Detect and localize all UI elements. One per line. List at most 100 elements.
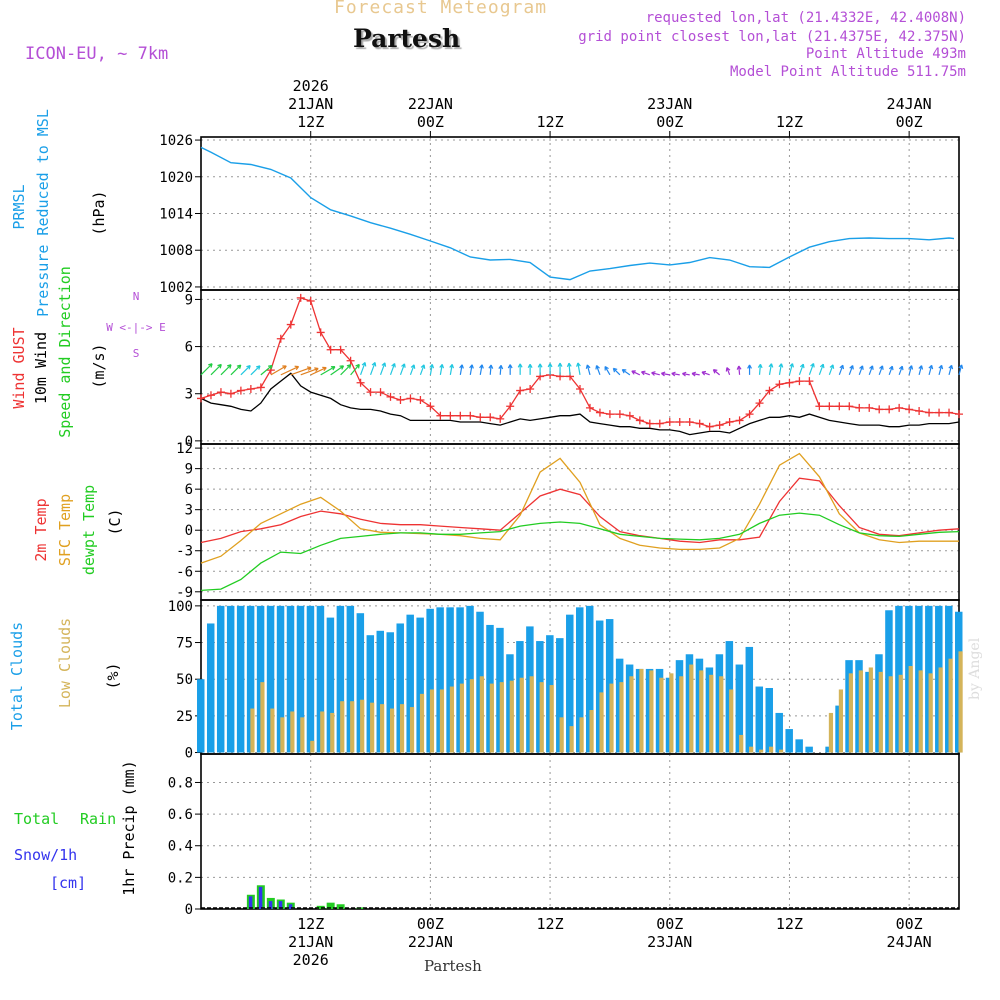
- y-tick-label: 1026: [159, 133, 193, 149]
- gust-marker: [456, 411, 465, 420]
- total-cloud-bar: [396, 623, 404, 753]
- top-time-label: 00Z: [417, 113, 444, 131]
- total-cloud-bar: [206, 623, 215, 753]
- y-tick-label: 1008: [159, 243, 193, 259]
- low-cloud-bar: [629, 676, 634, 753]
- wind-direction-arrow: [498, 364, 504, 375]
- gust-marker: [585, 403, 594, 412]
- sfc-temp-label: SFC Temp: [56, 494, 74, 566]
- wind-direction-arrow: [517, 363, 523, 375]
- total-cloud-bar: [585, 605, 594, 753]
- low-cloud-bar: [489, 683, 494, 753]
- total-cloud-bar: [466, 605, 474, 753]
- y-tick-label: 9: [185, 462, 193, 478]
- low-cloud-bar: [559, 717, 564, 753]
- y-tick-label: -6: [176, 564, 193, 580]
- y-tick-label: -3: [176, 544, 193, 560]
- gust-marker: [785, 378, 794, 387]
- wind-direction-arrow: [757, 363, 763, 375]
- total-cloud-bar: [446, 607, 454, 753]
- wind-direction-arrow: [547, 363, 553, 375]
- total-cloud-bar: [256, 605, 265, 753]
- y-tick-label: 6: [185, 482, 193, 498]
- wind-direction-arrow: [260, 364, 273, 376]
- bottom-time-label: 24JAN: [887, 933, 932, 951]
- gust-marker: [216, 388, 225, 397]
- low-cloud-bar: [270, 708, 275, 753]
- total-cloud-bar: [306, 605, 315, 753]
- precip-unit-label: 1hr Precip (mm): [120, 760, 138, 895]
- top-time-label: 21JAN: [288, 95, 333, 113]
- y-tick-label: 0.2: [168, 870, 193, 886]
- wind-direction-arrow: [340, 364, 352, 376]
- model-altitude: Model Point Altitude 511.75m: [729, 64, 966, 80]
- wind-direction-arrow: [230, 364, 242, 376]
- gust-marker: [915, 407, 924, 415]
- bottom-time-label: 12Z: [776, 915, 803, 933]
- total-clouds-label: Total Clouds: [8, 622, 26, 730]
- top-time-label: 12Z: [297, 113, 324, 131]
- wind-direction-arrow: [631, 370, 641, 376]
- total-cloud-bar: [197, 679, 205, 753]
- gust-marker: [426, 402, 435, 411]
- low-cloud-bar: [439, 689, 445, 753]
- y-tick-label: 1014: [159, 207, 193, 223]
- compass-label: W <-|-> E: [106, 321, 166, 334]
- wind-direction-arrow: [604, 366, 611, 376]
- total-cloud-bar: [735, 664, 744, 753]
- pressure-label-2: Pressure Reduced to MSL: [34, 109, 52, 317]
- wind-direction-arrow: [360, 362, 367, 376]
- low-cloud-bar: [539, 682, 544, 753]
- low-cloud-bar: [380, 704, 385, 753]
- total-cloud-bar: [436, 607, 444, 753]
- wind-direction-arrow: [469, 364, 474, 375]
- total-cloud-bar: [326, 617, 335, 753]
- low-cloud-bar: [769, 746, 774, 753]
- bottom-time-label: 2026: [293, 951, 329, 969]
- total-cloud-bar: [246, 605, 255, 753]
- gust-marker: [416, 396, 425, 404]
- top-time-label: 00Z: [896, 113, 923, 131]
- total-cloud-bar: [745, 646, 754, 753]
- low-cloud-bar: [320, 711, 325, 753]
- low-cloud-bar: [599, 692, 604, 753]
- low-cloud-bar: [499, 682, 504, 753]
- wind-direction-arrow: [808, 363, 815, 376]
- total-cloud-bar: [566, 614, 574, 753]
- y-tick-label: 0.6: [168, 807, 193, 823]
- bottom-time-label: 21JAN: [288, 933, 333, 951]
- total-cloud-bar: [266, 605, 275, 753]
- low-cloud-bar: [609, 683, 614, 753]
- dewpt-label: dewpt Temp: [80, 485, 98, 575]
- total-cloud-bar: [386, 632, 394, 753]
- wind-direction-arrow: [798, 363, 805, 376]
- gust-marker: [935, 408, 944, 417]
- total-cloud-bar: [416, 617, 424, 753]
- low-cloud-bar: [938, 667, 943, 753]
- wind-direction-arrow: [848, 365, 854, 376]
- gust-marker: [955, 410, 963, 419]
- wind-direction-arrow: [320, 366, 336, 376]
- total-cloud-bar: [376, 630, 385, 753]
- low-cloud-bar: [569, 726, 574, 753]
- low-cloud-bar: [679, 676, 684, 753]
- low-cloud-bar: [459, 683, 465, 753]
- y-tick-label: 0: [185, 746, 193, 762]
- gust-marker: [206, 391, 215, 400]
- gust-marker: [615, 410, 624, 419]
- wind-direction-arrow: [868, 365, 874, 376]
- low-cloud-bar: [719, 676, 724, 753]
- wind-direction-arrow: [938, 364, 944, 376]
- top-time-label: 23JAN: [647, 95, 692, 113]
- gust-marker: [376, 388, 385, 397]
- gust-marker: [576, 385, 584, 393]
- low-cloud-bar: [759, 749, 764, 753]
- total-cloud-bar: [216, 605, 225, 753]
- snow-bar: [268, 901, 273, 909]
- low-cloud-bar: [479, 676, 484, 753]
- bottom-time-label: 22JAN: [408, 933, 453, 951]
- gust-line: [200, 297, 960, 428]
- total-rain-label-2: Rain: [80, 810, 116, 828]
- gust-marker: [296, 293, 305, 302]
- low-cloud-bar: [888, 676, 893, 753]
